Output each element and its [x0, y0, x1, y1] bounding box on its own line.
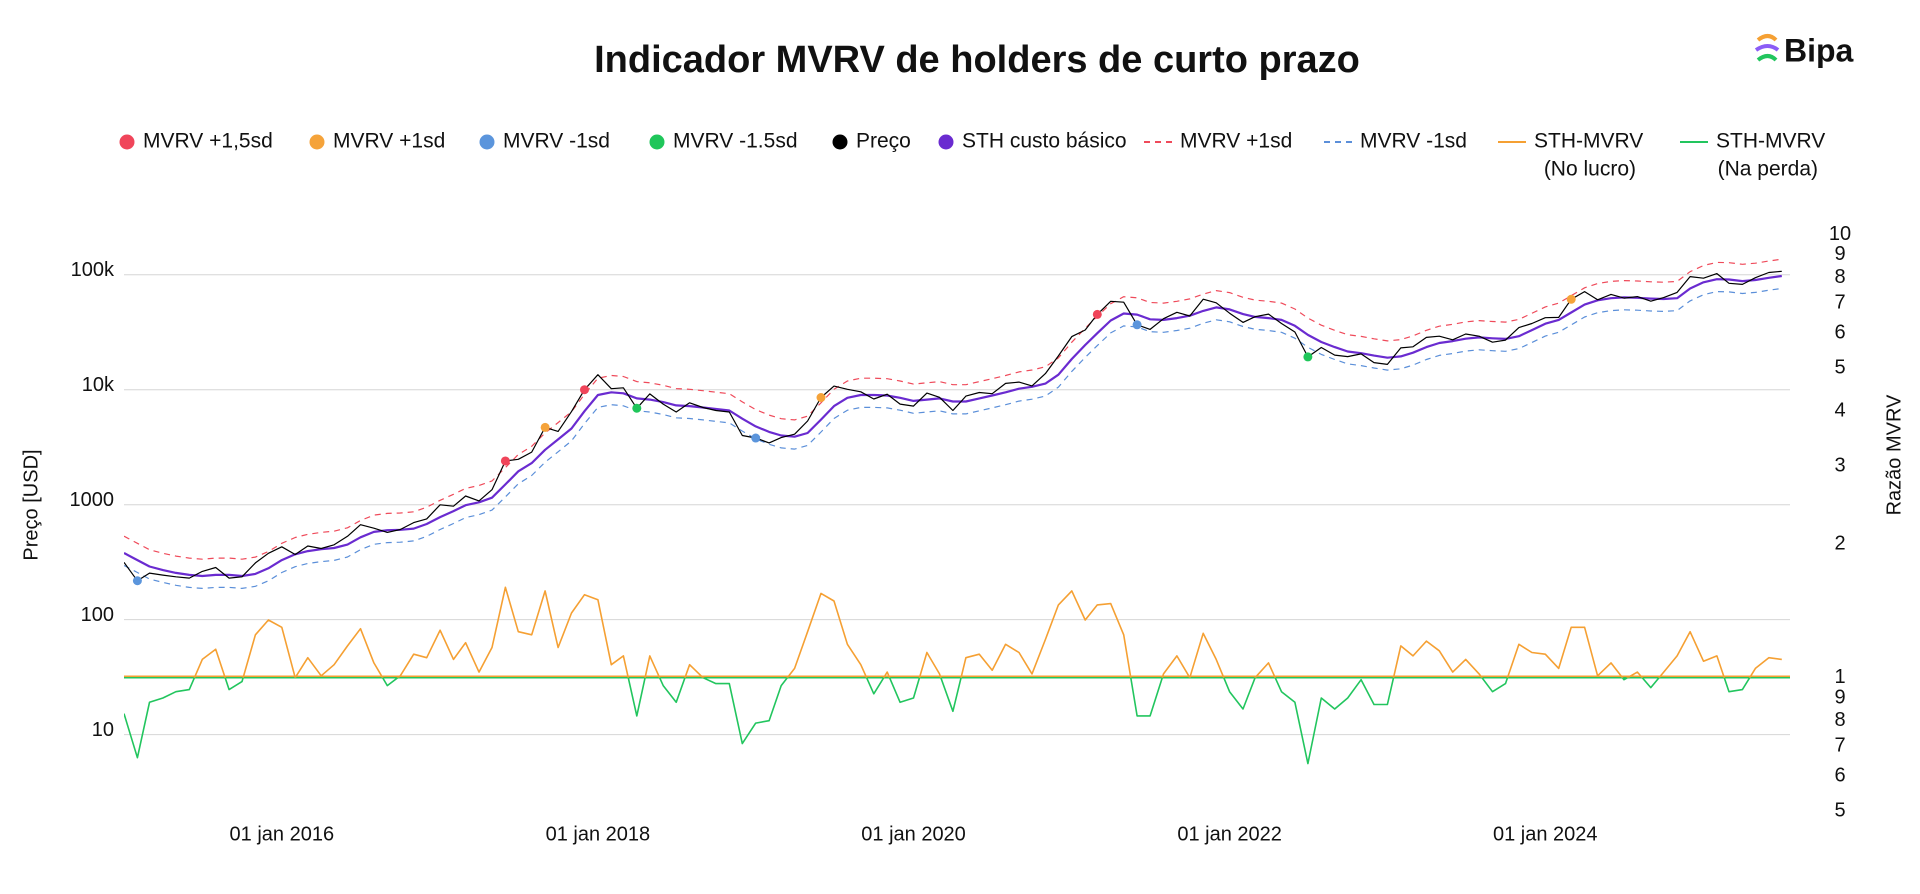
y2-tick-label: 5	[1834, 356, 1845, 378]
y2-tick-label: 7	[1834, 292, 1845, 314]
legend-swatch	[119, 134, 135, 150]
y2-tick-label: 7	[1834, 735, 1845, 757]
y-tick-label: 1000	[70, 489, 115, 511]
y2-tick-label: 9	[1834, 686, 1845, 708]
y2-tick-label: 2	[1834, 533, 1845, 555]
signal-dot	[632, 403, 642, 413]
y-tick-label: 100	[81, 604, 114, 626]
y2-tick-label: 4	[1834, 399, 1845, 421]
y-tick-label: 10	[92, 719, 114, 741]
legend-swatch	[309, 134, 325, 150]
legend-label: MVRV -1.5sd	[673, 130, 798, 153]
brand-name: Bipa	[1784, 32, 1854, 68]
legend-swatch	[832, 134, 848, 150]
plot-area	[124, 258, 1790, 765]
legend-swatch	[479, 134, 495, 150]
y-tick-label: 10k	[82, 374, 115, 396]
x-tick-label: 01 jan 2018	[546, 823, 651, 845]
y2-tick-label: 1	[1834, 666, 1845, 688]
legend-label: Preço	[856, 130, 911, 153]
ratio-line	[124, 677, 1751, 765]
y2-tick-label: 3	[1834, 455, 1845, 477]
y-axis-label: Preço [USD]	[20, 449, 42, 560]
legend-label: MVRV -1sd	[1360, 130, 1467, 153]
y2-axis-label: Razão MVRV	[1883, 394, 1905, 515]
x-tick-label: 01 jan 2022	[1177, 823, 1282, 845]
legend-label: MVRV +1,5sd	[143, 130, 273, 153]
signal-dot	[132, 576, 142, 586]
y2-tick-label: 5	[1834, 799, 1845, 821]
logo-swirl	[1756, 34, 1778, 42]
logo-swirl	[1756, 54, 1778, 62]
legend-label: MVRV +1sd	[1180, 130, 1292, 153]
x-tick-label: 01 jan 2020	[861, 823, 966, 845]
y2-tick-label: 6	[1834, 764, 1845, 786]
ratio-line	[193, 586, 1782, 678]
legend-label: STH-MVRV	[1716, 130, 1825, 153]
signal-dot	[579, 385, 589, 395]
signal-dot	[1303, 352, 1313, 362]
y2-tick-label: 9	[1834, 243, 1845, 265]
y2-tick-label: 6	[1834, 321, 1845, 343]
y2-tick-label: 10	[1829, 223, 1851, 245]
x-tick-label: 01 jan 2016	[230, 823, 335, 845]
legend-label: STH custo básico	[962, 130, 1127, 153]
band-line	[124, 287, 1782, 589]
signal-dot	[1092, 309, 1102, 319]
y2-tick-label: 8	[1834, 709, 1845, 731]
y-tick-label: 100k	[71, 259, 115, 281]
legend-sublabel: (No lucro)	[1544, 158, 1636, 181]
signal-dot	[751, 433, 761, 443]
legend-swatch	[938, 134, 954, 150]
logo-swirl	[1754, 44, 1780, 52]
band-line	[124, 258, 1782, 560]
legend-sublabel: (Na perda)	[1718, 158, 1818, 181]
series-line	[124, 270, 1782, 582]
brand-logo: Bipa	[1754, 32, 1854, 68]
signal-dot	[1566, 294, 1576, 304]
legend-label: STH-MVRV	[1534, 130, 1643, 153]
signal-dot	[1132, 320, 1142, 330]
x-tick-label: 01 jan 2024	[1493, 823, 1598, 845]
legend-label: MVRV -1sd	[503, 130, 610, 153]
legend-swatch	[649, 134, 665, 150]
signal-dot	[540, 422, 550, 432]
chart-title: Indicador MVRV de holders de curto prazo	[594, 39, 1360, 81]
y2-tick-label: 8	[1834, 266, 1845, 288]
signal-dot	[500, 456, 510, 466]
legend-label: MVRV +1sd	[333, 130, 445, 153]
signal-dot	[816, 393, 826, 403]
